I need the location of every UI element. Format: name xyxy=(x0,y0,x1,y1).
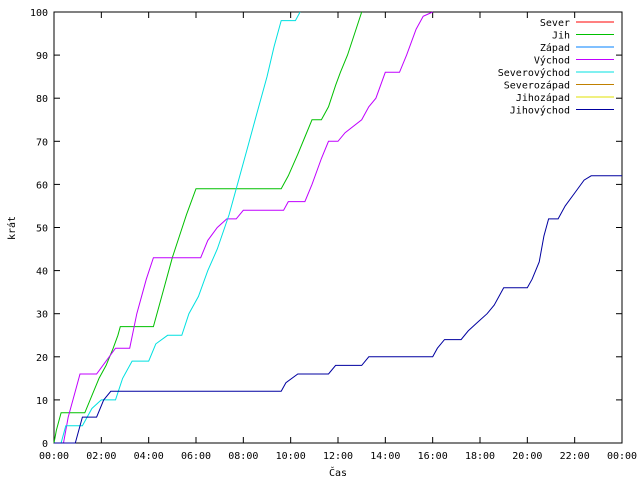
y-tick-label: 30 xyxy=(36,310,48,321)
x-tick-label: 08:00 xyxy=(228,451,258,462)
x-tick-label: 22:00 xyxy=(560,451,590,462)
y-axis-label: krát xyxy=(6,216,18,240)
series-line-jih xyxy=(53,11,363,444)
series-line-severovýchod xyxy=(54,11,301,444)
series-line-východ xyxy=(54,11,433,444)
x-tick-label: 16:00 xyxy=(418,451,448,462)
x-tick-label: 14:00 xyxy=(370,451,400,462)
y-tick-label: 10 xyxy=(36,396,48,407)
y-tick-label: 80 xyxy=(36,94,48,105)
x-tick-label: 18:00 xyxy=(465,451,495,462)
x-tick-label: 04:00 xyxy=(134,451,164,462)
legend-label: Severovýchod xyxy=(498,67,570,79)
legend-label: Sever xyxy=(540,18,570,29)
y-tick-label: 40 xyxy=(36,267,48,278)
y-tick-label: 70 xyxy=(36,137,48,148)
legend-label: Severozápad xyxy=(504,80,570,92)
legend-label: Jihovýchod xyxy=(510,105,570,117)
legend-label: Jihozápad xyxy=(516,92,570,104)
x-tick-label: 20:00 xyxy=(512,451,542,462)
y-axis-ticks: 0 10 20 30 40 50 60 70 80 90 100 xyxy=(30,8,622,450)
legend-label: Východ xyxy=(534,55,570,67)
x-axis-ticks: 00:00 02:00 04:00 06:00 08:00 10:00 12:00 14:00… xyxy=(39,12,637,462)
y-tick-label: 100 xyxy=(30,8,48,19)
x-tick-label: 02:00 xyxy=(86,451,116,462)
y-tick-label: 90 xyxy=(36,51,48,62)
y-tick-label: 0 xyxy=(42,439,48,450)
series-line-jihovýchod xyxy=(54,175,622,444)
x-tick-label: 00:00 xyxy=(607,451,637,462)
y-tick-label: 60 xyxy=(36,180,48,191)
x-axis-label: Čas xyxy=(329,466,347,479)
legend-label: Jih xyxy=(552,31,570,42)
legend-label: Západ xyxy=(540,42,570,54)
x-tick-label: 10:00 xyxy=(276,451,306,462)
series-lines xyxy=(53,11,622,444)
x-tick-label: 00:00 xyxy=(39,451,69,462)
legend: Sever JihZápadVýchodSeverovýchodSeverozáp… xyxy=(498,18,614,117)
x-tick-label: 06:00 xyxy=(181,451,211,462)
x-tick-label: 12:00 xyxy=(323,451,353,462)
y-tick-label: 20 xyxy=(36,353,48,364)
y-tick-label: 50 xyxy=(36,224,48,235)
